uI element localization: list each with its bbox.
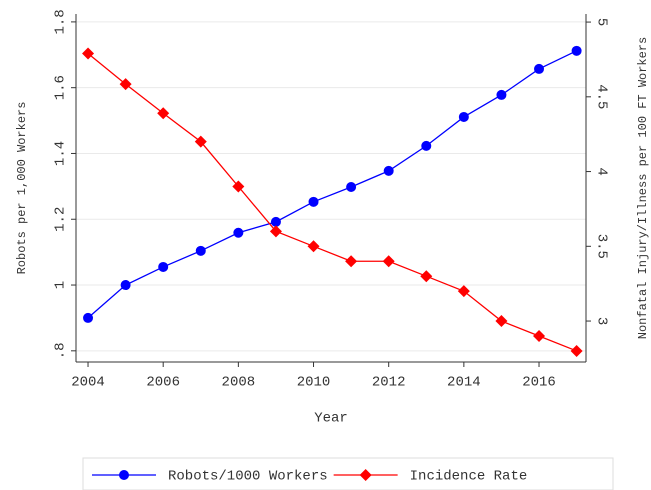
marker	[270, 216, 281, 227]
x-axis-label: Year	[314, 411, 348, 427]
marker	[232, 180, 245, 193]
y2-tick-label: 4.5	[593, 84, 609, 109]
x-tick-label: 2016	[522, 375, 556, 391]
y-axis-label: Robots per 1,000 Workers	[15, 102, 29, 275]
marker	[570, 344, 583, 357]
series-line	[87, 52, 577, 352]
x-tick-label: 2012	[372, 375, 406, 391]
marker	[534, 63, 545, 74]
marker	[420, 270, 433, 283]
marker	[345, 255, 358, 268]
marker	[346, 182, 357, 193]
x-tick-label: 2006	[146, 375, 180, 391]
marker	[383, 165, 394, 176]
y2-tick-label: 5	[593, 18, 609, 26]
marker	[82, 47, 95, 60]
marker	[307, 240, 320, 253]
marker	[158, 261, 169, 272]
marker	[83, 312, 94, 323]
marker	[533, 329, 546, 342]
marker	[458, 111, 469, 122]
marker	[157, 107, 170, 120]
legend	[82, 457, 614, 490]
marker	[233, 227, 244, 238]
x-tick-label: 2004	[71, 375, 105, 391]
legend-label: Robots/1000 Workers	[168, 469, 328, 485]
marker	[120, 280, 131, 291]
y-tick-label: 1.8	[53, 9, 69, 34]
series-line	[87, 50, 577, 319]
marker	[308, 196, 319, 207]
marker	[571, 45, 582, 56]
marker	[496, 89, 507, 100]
legend-marker	[359, 469, 372, 481]
y2-axis-label: Nonfatal Injury/Illness per 100 FT Worke…	[636, 37, 650, 339]
y-tick-label: .8	[53, 342, 69, 359]
marker	[194, 135, 207, 148]
x-tick-label: 2014	[447, 375, 481, 391]
y2-tick-label: 3.5	[593, 234, 609, 259]
y-tick-label: 1.2	[53, 207, 69, 232]
legend-marker	[119, 470, 129, 480]
marker	[382, 255, 395, 268]
marker	[119, 78, 132, 91]
y-tick-label: 1.4	[53, 141, 69, 166]
y-tick-label: 1	[53, 281, 69, 289]
y2-tick-label: 4	[593, 167, 609, 175]
x-tick-label: 2008	[222, 375, 256, 391]
marker	[195, 245, 206, 256]
marker	[457, 285, 470, 298]
marker	[269, 225, 282, 238]
x-tick-label: 2010	[297, 375, 331, 391]
y-tick-label: 1.6	[53, 75, 69, 100]
marker	[421, 140, 432, 151]
marker	[495, 315, 508, 328]
y2-tick-label: 3	[593, 317, 609, 325]
legend-label: Incidence Rate	[410, 469, 528, 485]
